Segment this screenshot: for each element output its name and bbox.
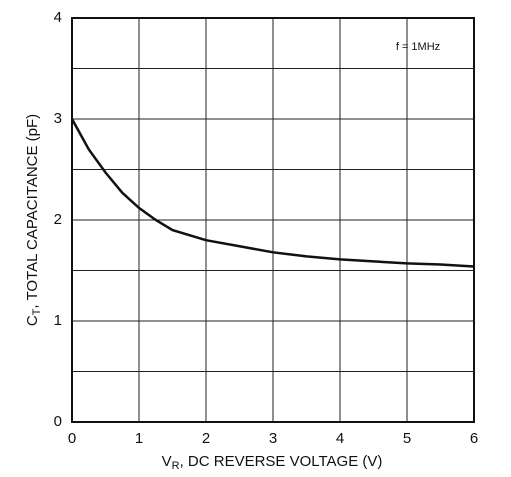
y-axis-label: CT, TOTAL CAPACITANCE (pF) xyxy=(24,114,43,326)
x-tick-label: 0 xyxy=(68,430,76,447)
y-tick-label: 3 xyxy=(54,110,62,127)
y-tick-label: 2 xyxy=(54,211,62,228)
x-axis-label: VR, DC REVERSE VOLTAGE (V) xyxy=(162,453,383,472)
y-label-sub: T xyxy=(31,308,43,315)
plot-frame xyxy=(71,17,475,423)
series-line xyxy=(70,118,475,268)
y-tick-label: 0 xyxy=(54,413,62,430)
x-tick-label: 6 xyxy=(470,430,478,447)
x-label-rest: , DC REVERSE VOLTAGE (V) xyxy=(180,453,383,470)
x-tick-label: 3 xyxy=(269,430,277,447)
x-tick-label: 4 xyxy=(336,430,344,447)
x-tick-label: 5 xyxy=(403,430,411,447)
x-label-sub: R xyxy=(172,460,180,472)
y-label-rest: , TOTAL CAPACITANCE (pF) xyxy=(24,114,41,309)
x-tick-label: 2 xyxy=(202,430,210,447)
x-tick-label: 1 xyxy=(135,430,143,447)
y-tick-label: 4 xyxy=(54,9,62,26)
x-label-main: V xyxy=(162,453,172,470)
annotation: f = 1MHz xyxy=(396,41,440,53)
y-tick-label: 1 xyxy=(54,312,62,329)
y-label-main: C xyxy=(24,315,41,326)
